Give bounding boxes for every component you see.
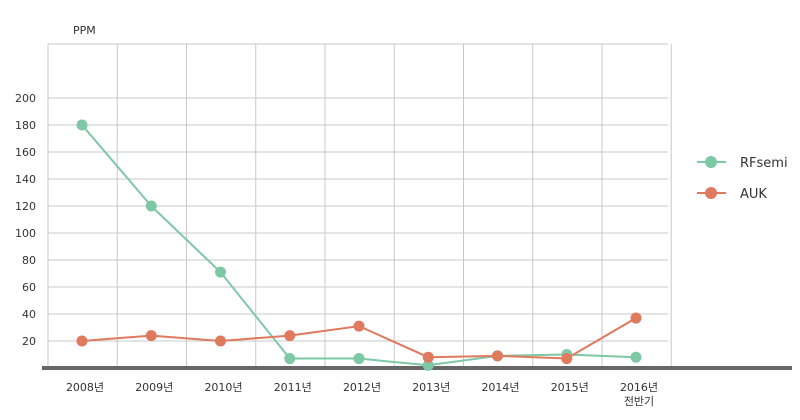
- data-point-auk: [561, 353, 573, 365]
- grid: [47, 43, 672, 368]
- data-point-auk: [284, 330, 296, 342]
- y-axis-ticks: 20 40 60 80 100 120 140 160 180 200: [15, 92, 36, 348]
- y-tick-label: 160: [15, 146, 36, 159]
- series-group: [76, 119, 642, 371]
- y-tick-label: 20: [22, 335, 36, 348]
- data-point-auk: [145, 330, 157, 342]
- data-point-auk: [422, 351, 434, 363]
- x-tick-label: 2009년: [135, 381, 173, 394]
- data-point-rfsemi: [215, 266, 226, 278]
- y-tick-label: 140: [15, 173, 36, 186]
- legend-label: RFsemi: [740, 156, 788, 171]
- data-point-auk: [492, 350, 503, 362]
- y-tick-label: 180: [15, 119, 36, 132]
- y-tick-label: 100: [15, 227, 36, 240]
- x-tick-label: 2016년 전반기: [620, 381, 658, 408]
- y-tick-label: 120: [15, 200, 36, 213]
- data-point-auk: [76, 335, 88, 347]
- data-point-auk: [215, 335, 226, 347]
- data-point-rfsemi: [76, 119, 88, 131]
- data-point-rfsemi: [630, 351, 642, 363]
- x-tick-label: 2013년: [412, 381, 450, 394]
- data-point-rfsemi: [284, 353, 296, 365]
- y-tick-label: 200: [15, 92, 36, 105]
- legend-item-auk: AUK: [697, 187, 767, 202]
- legend-marker: [705, 156, 717, 168]
- x-axis-ticks: 2008년 2009년 2010년 2011년 2012년 2013년 2014년 2015년…: [66, 381, 658, 408]
- x-tick-label: 2011년: [274, 381, 312, 394]
- x-tick-label: 2014년: [481, 381, 519, 394]
- data-point-rfsemi: [145, 200, 157, 212]
- y-tick-label: 40: [22, 308, 36, 321]
- x-tick-label: 2008년: [66, 381, 104, 394]
- legend-item-rfsemi: RFsemi: [697, 156, 788, 171]
- x-tick-label: 2012년: [343, 381, 381, 394]
- data-point-auk: [630, 312, 642, 324]
- data-point-rfsemi: [422, 359, 434, 371]
- x-tick-label: 2015년: [551, 381, 589, 394]
- legend-label: AUK: [740, 187, 767, 202]
- legend: RFsemi AUK: [697, 156, 788, 202]
- y-tick-label: 60: [22, 281, 36, 294]
- data-point-auk: [353, 320, 365, 332]
- legend-marker: [705, 187, 717, 199]
- y-axis-unit-label: PPM: [73, 24, 96, 37]
- data-point-rfsemi: [353, 353, 365, 365]
- x-tick-label: 2010년: [204, 381, 242, 394]
- y-tick-label: 80: [22, 254, 36, 267]
